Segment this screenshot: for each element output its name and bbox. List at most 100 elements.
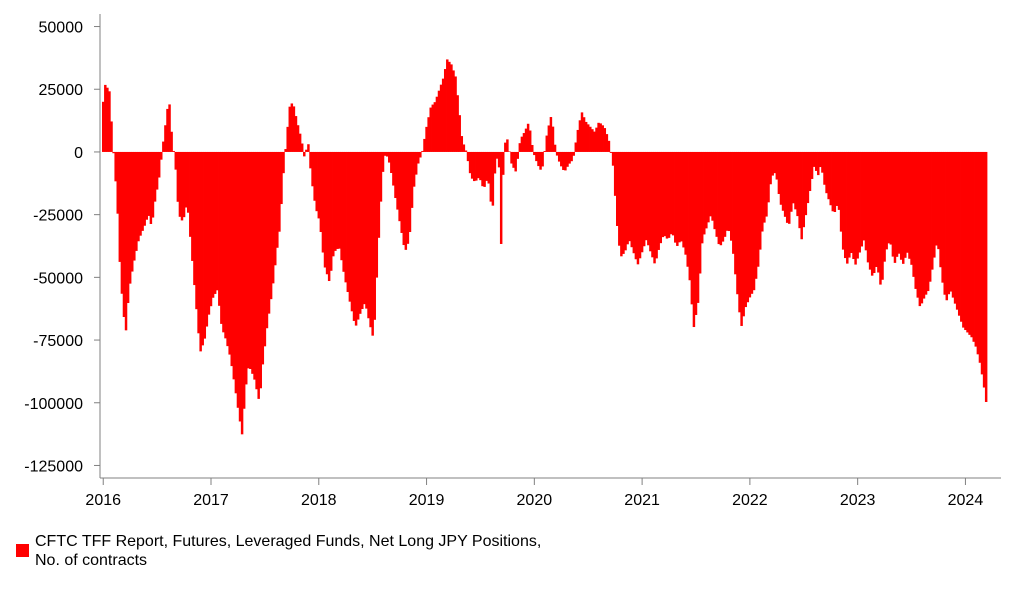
bar	[771, 151, 774, 176]
bar	[166, 108, 169, 152]
bar	[788, 151, 791, 224]
bar	[290, 103, 294, 152]
bar	[504, 142, 507, 152]
bar	[124, 151, 128, 331]
bar	[756, 151, 760, 267]
bar	[423, 138, 426, 152]
bar	[456, 95, 459, 152]
bar	[510, 151, 513, 164]
bar	[609, 151, 613, 153]
bar	[680, 151, 683, 242]
bar	[172, 150, 175, 152]
y-tick-label: 50000	[39, 20, 84, 37]
bar	[342, 151, 345, 272]
bar	[688, 151, 692, 281]
bar	[792, 151, 795, 204]
legend-swatch	[16, 544, 29, 557]
bar	[437, 90, 441, 152]
bar	[385, 151, 389, 157]
bar	[763, 151, 766, 223]
bar	[918, 151, 922, 307]
chart-canvas: 50000 25000 0 -25000 -50000 -75000 -100000 -125…	[24, 14, 1001, 509]
x-tick-label: 2020	[517, 492, 553, 509]
bar	[607, 140, 611, 152]
bar	[914, 151, 917, 289]
bar	[889, 151, 893, 245]
bar	[949, 151, 953, 292]
bar	[902, 151, 905, 264]
bar	[962, 151, 965, 328]
bar	[906, 151, 909, 253]
bar	[135, 151, 138, 251]
bar	[595, 127, 598, 152]
bar	[640, 151, 644, 253]
bar	[448, 61, 451, 152]
bar	[982, 151, 986, 388]
bar	[808, 151, 812, 192]
bar	[580, 112, 584, 152]
bar	[777, 151, 781, 195]
bar	[379, 151, 383, 202]
bar	[665, 151, 669, 239]
bar	[713, 151, 716, 230]
bar	[823, 151, 826, 185]
bar	[168, 104, 171, 152]
x-tick-label: 2023	[840, 492, 876, 509]
bar	[274, 151, 277, 266]
bar	[334, 151, 337, 251]
bar	[493, 151, 497, 174]
bar	[661, 151, 665, 238]
bar	[245, 151, 248, 385]
bar	[147, 151, 151, 216]
bar	[881, 151, 884, 280]
bar	[951, 151, 955, 298]
bar	[721, 151, 725, 242]
bar	[723, 151, 727, 237]
x-tick-label: 2024	[948, 492, 984, 509]
bar	[875, 151, 878, 267]
bar	[419, 151, 422, 158]
bar	[593, 131, 596, 152]
bar	[160, 151, 163, 160]
bar	[131, 151, 134, 272]
bar	[719, 151, 723, 246]
bar	[294, 116, 298, 152]
bar	[960, 151, 963, 322]
bar	[497, 151, 501, 168]
bar	[935, 151, 938, 246]
bar	[759, 151, 762, 250]
bar	[228, 151, 231, 355]
bar	[189, 151, 192, 237]
bar	[307, 144, 310, 152]
bar	[101, 101, 105, 152]
bar	[638, 151, 642, 259]
bar	[296, 125, 300, 152]
bar	[539, 151, 542, 170]
bar	[404, 151, 408, 250]
y-tick-label: 25000	[39, 82, 84, 99]
bar	[742, 151, 745, 317]
bar	[738, 151, 741, 313]
bar	[502, 151, 505, 175]
x-tick-label: 2019	[409, 492, 445, 509]
bar	[877, 151, 880, 273]
y-tick-label: -125000	[24, 458, 83, 475]
bar	[141, 151, 144, 231]
bar	[667, 151, 671, 238]
bar	[841, 151, 845, 250]
bar	[363, 151, 366, 305]
bar	[572, 151, 575, 156]
bar	[955, 151, 959, 310]
bar	[406, 151, 410, 244]
bar	[705, 151, 708, 229]
bar	[259, 151, 262, 389]
bar	[427, 117, 430, 152]
bar	[143, 151, 146, 226]
bar	[218, 151, 221, 306]
bar	[620, 151, 623, 257]
bar	[133, 151, 136, 261]
bar	[261, 151, 265, 365]
bar	[253, 151, 256, 380]
bar	[785, 151, 789, 223]
bar	[340, 151, 343, 261]
